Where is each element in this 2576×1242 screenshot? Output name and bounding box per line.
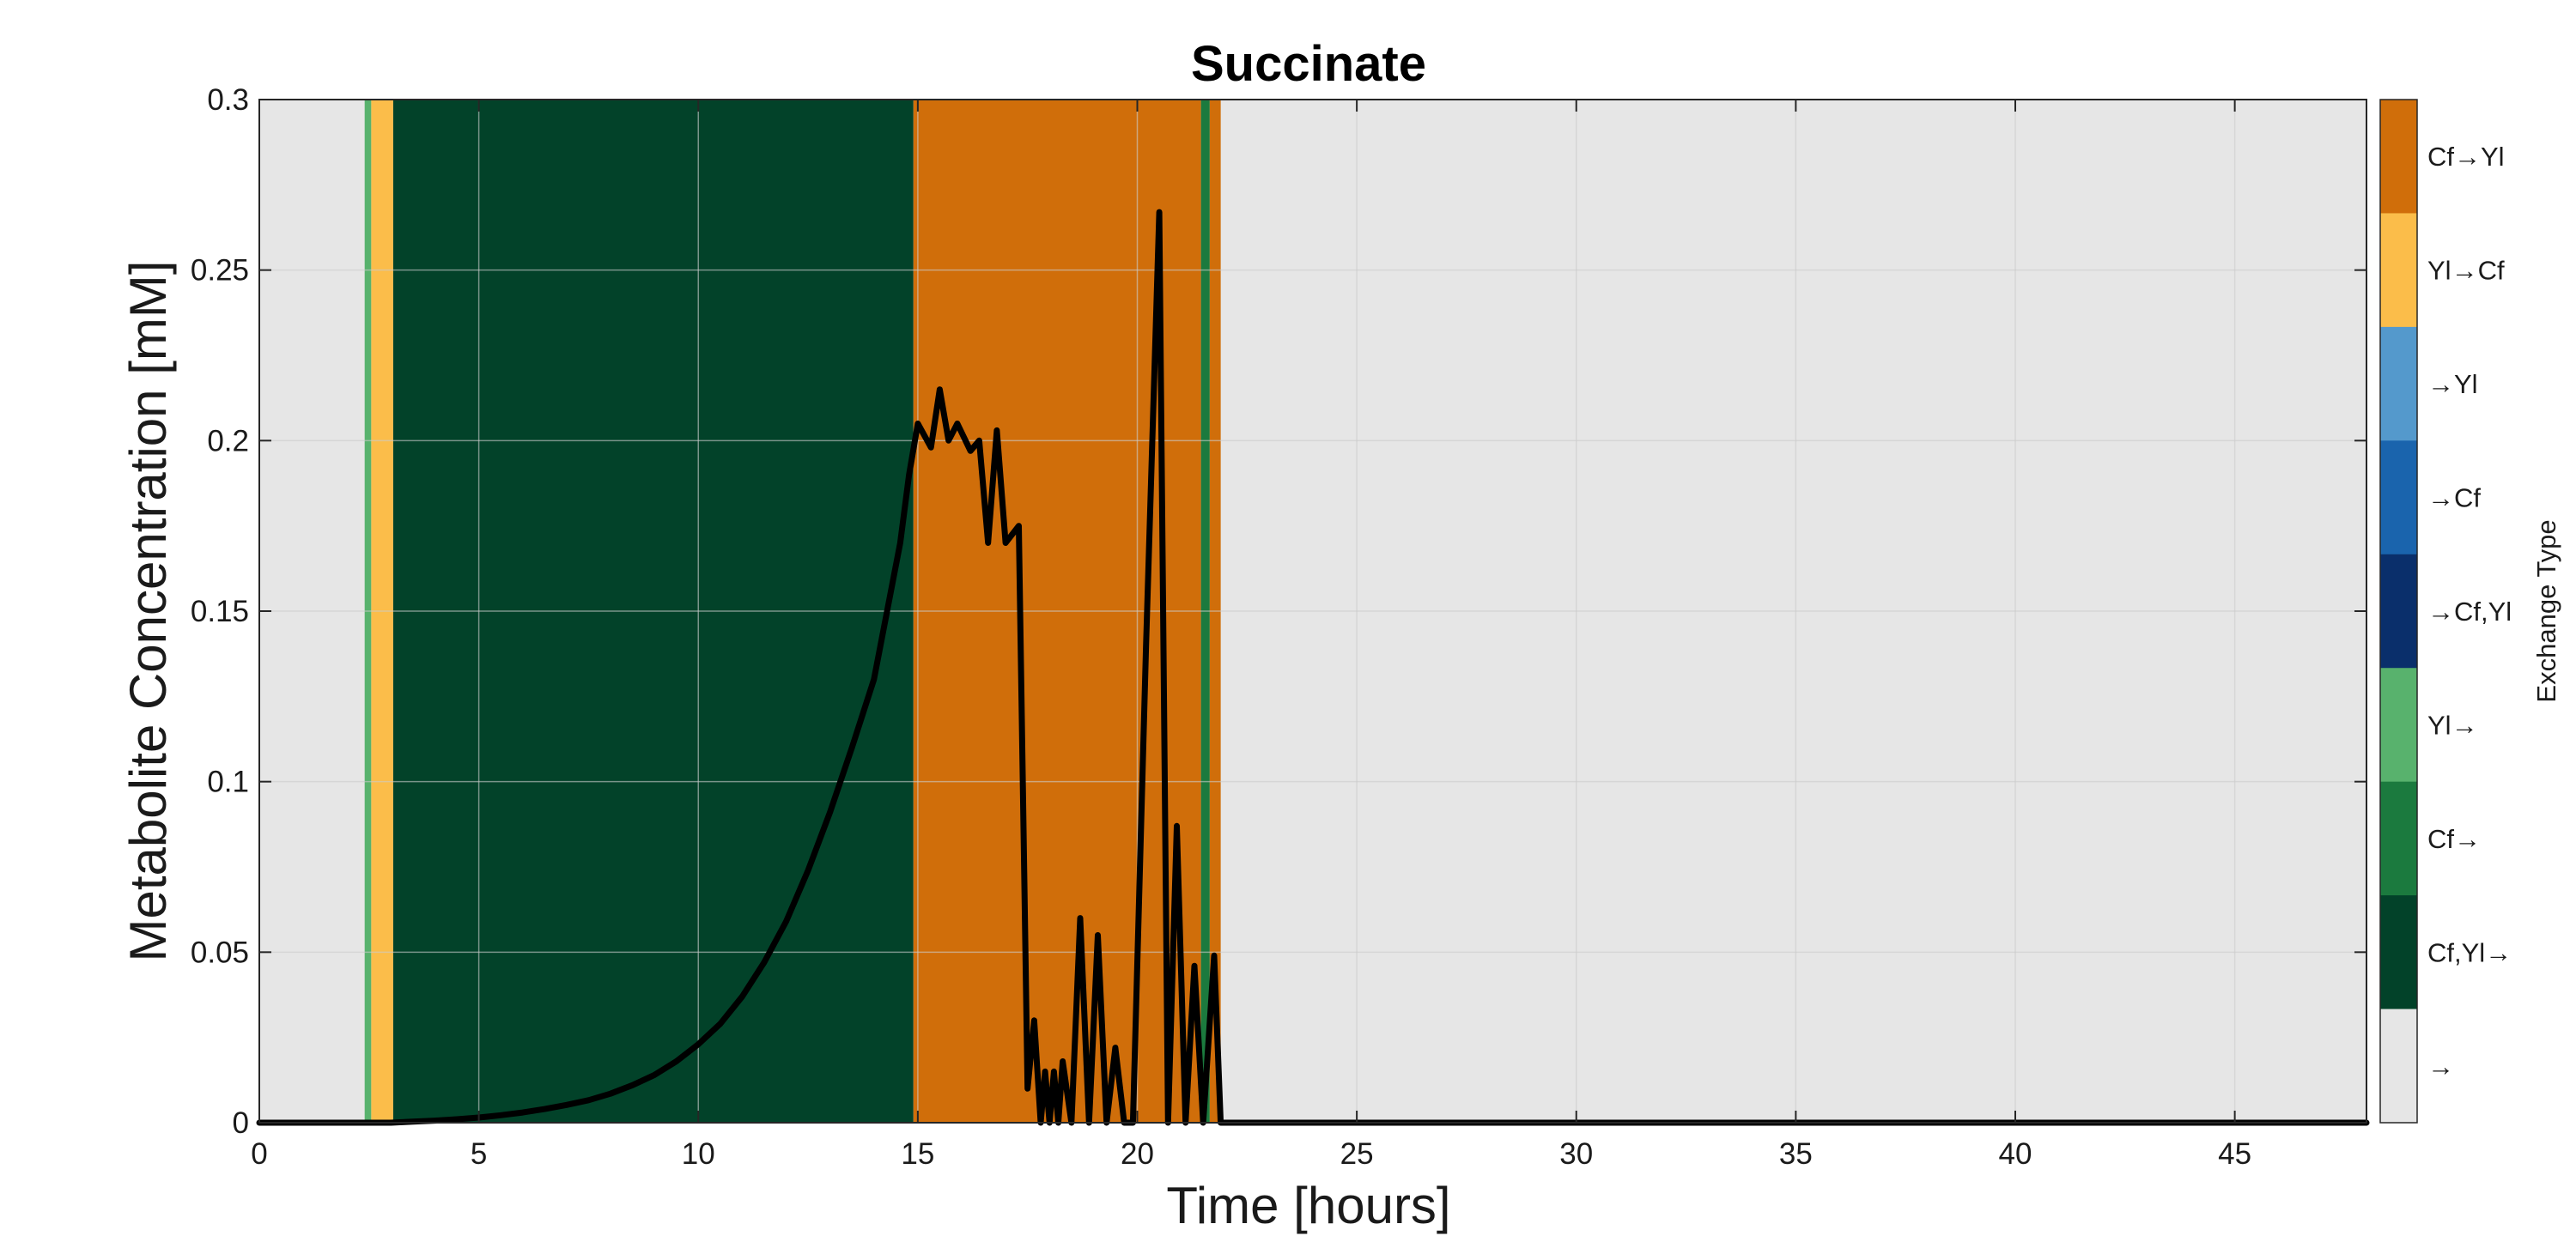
x-tick-label: 20 (1121, 1137, 1154, 1171)
colorbar: Cf→Yl Yl→Cf →Yl →Cf →Cf,Yl Yl→ Cf→ Cf,Yl→ → Exch… (2379, 99, 2561, 1124)
colorbar-swatch (2380, 440, 2417, 555)
grid-lines (259, 99, 2366, 1123)
x-tick-label: 10 (682, 1137, 715, 1171)
colorbar-label: Yl→Cf (2427, 256, 2505, 286)
x-tick-label: 15 (901, 1137, 934, 1171)
colorbar-label: →Cf,Yl (2427, 597, 2512, 627)
y-axis-label: Metabolite Concentration [mM] (119, 260, 177, 961)
x-axis-label: Time [hours] (1166, 1177, 1450, 1234)
y-tick-label: 0.15 (191, 595, 249, 628)
colorbar-swatch (2380, 1009, 2417, 1124)
colorbar-label: Cf,Yl→ (2427, 937, 2512, 967)
colorbar-swatch (2380, 326, 2417, 441)
colorbar-label: Cf→Yl (2427, 142, 2505, 172)
series-layer (256, 209, 2370, 1126)
x-tick-label: 45 (2218, 1137, 2251, 1171)
colorbar-swatch (2380, 100, 2417, 214)
colorbar-swatches (2380, 100, 2417, 1124)
colorbar-label: Cf→ (2427, 824, 2481, 854)
x-tick-label: 0 (251, 1137, 267, 1171)
x-tick-label: 30 (1559, 1137, 1593, 1171)
axis-ticks (258, 99, 2366, 1124)
colorbar-swatch (2380, 554, 2417, 669)
x-axis-tick-labels: 0 5 10 15 20 25 30 35 40 45 (251, 1137, 2251, 1171)
colorbar-frame (2379, 99, 2418, 1124)
colorbar-swatch (2380, 895, 2417, 1010)
series-line-1 (256, 209, 2370, 1126)
y-tick-label: 0.05 (191, 936, 249, 969)
colorbar-swatch (2380, 781, 2417, 896)
colorbar-labels: Cf→Yl Yl→Cf →Yl →Cf →Cf,Yl Yl→ Cf→ Cf,Yl→ → (2427, 142, 2512, 1081)
y-tick-label: 0.2 (207, 424, 249, 457)
x-tick-label: 25 (1340, 1137, 1374, 1171)
plot-area (256, 99, 2370, 1126)
chart-title: Succinate (1191, 36, 1426, 92)
colorbar-swatch (2380, 213, 2417, 328)
colorbar-label: Yl→ (2427, 710, 2478, 740)
y-tick-label: 0.25 (191, 254, 249, 288)
x-tick-label: 35 (1779, 1137, 1813, 1171)
y-axis-tick-labels: 0 0.05 0.1 0.15 0.2 0.25 0.3 (191, 83, 249, 1140)
colorbar-label: →Yl (2427, 369, 2478, 399)
colorbar-label: → (2427, 1051, 2454, 1081)
y-tick-label: 0 (233, 1106, 249, 1140)
colorbar-swatch (2380, 668, 2417, 783)
colorbar-title: Exchange Type (2531, 519, 2561, 702)
y-tick-label: 0.1 (207, 766, 249, 799)
x-tick-label: 5 (471, 1137, 487, 1171)
y-tick-label: 0.3 (207, 83, 249, 117)
colorbar-label: →Cf (2427, 483, 2481, 513)
x-tick-label: 40 (1999, 1137, 2032, 1171)
